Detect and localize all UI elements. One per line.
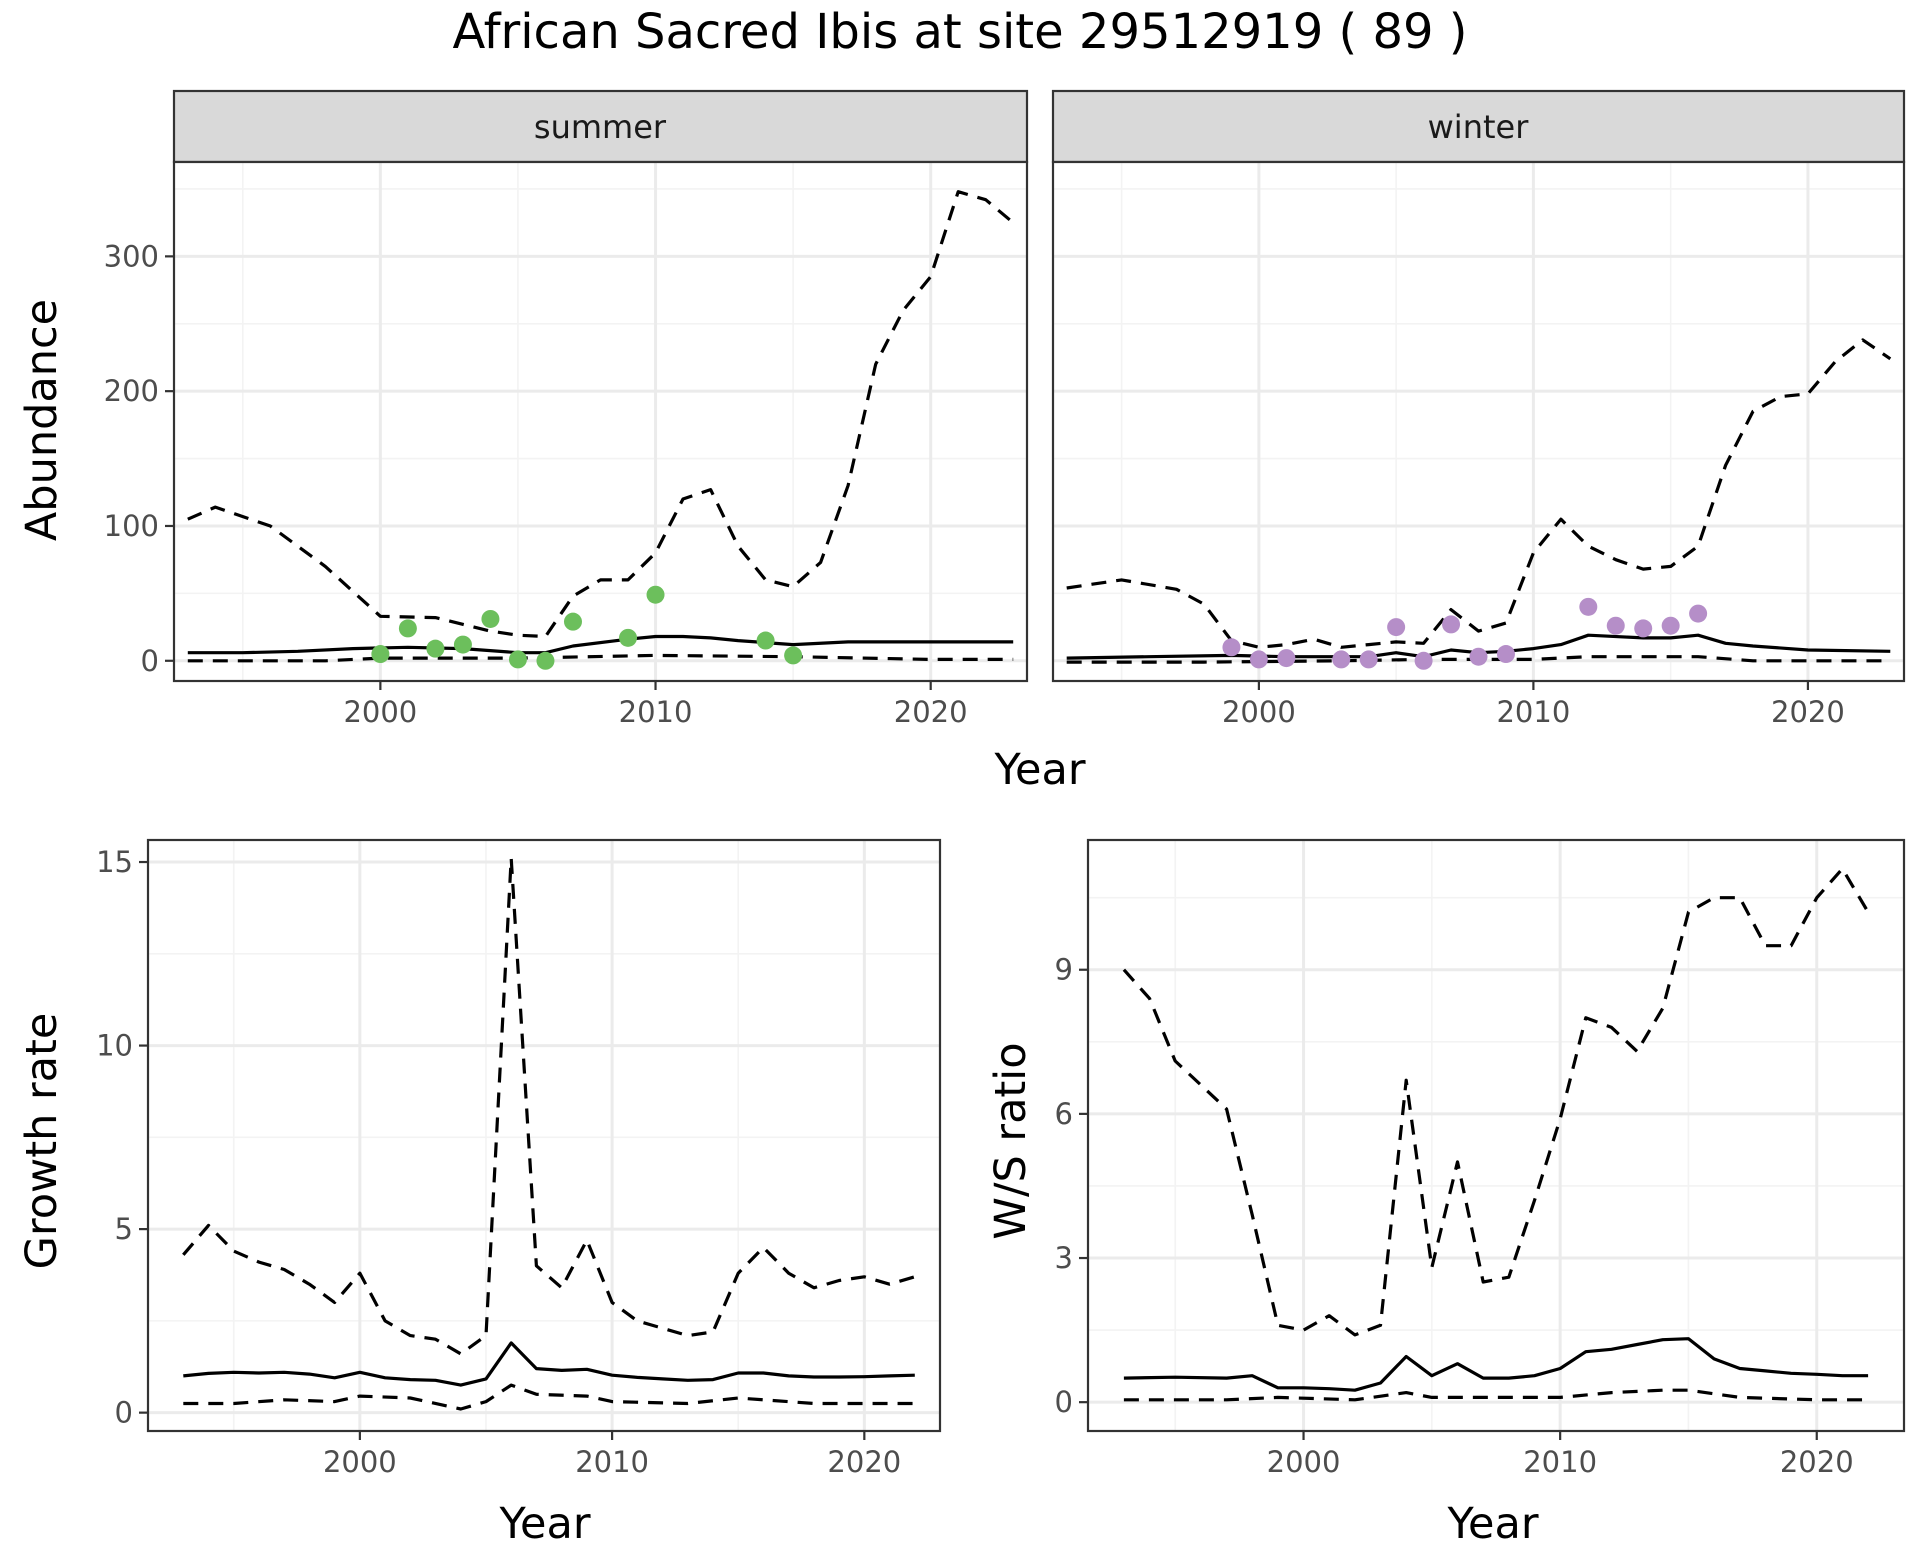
growth-lower-ci-line: [183, 1383, 915, 1411]
summer-data-point: [426, 639, 445, 658]
winter-data-point: [1606, 616, 1625, 635]
ratio-x-tick-label: 2020: [1780, 1445, 1854, 1479]
summer-data-point: [508, 650, 527, 669]
growth-x-tick-label: 2010: [575, 1445, 649, 1479]
winter-panel-background: [1053, 162, 1904, 681]
figure-title: African Sacred Ibis at site 29512919 ( 8…: [452, 4, 1467, 60]
summer-x-tick-label: 2020: [894, 695, 968, 729]
growth-y-tick-label: 10: [96, 1029, 133, 1063]
ratio-series-group: [1122, 867, 1870, 1402]
winter-data-point: [1496, 645, 1515, 664]
growth-series-group: [182, 856, 916, 1411]
winter-data-point: [1579, 597, 1598, 616]
growth-y-tick-label: 5: [115, 1212, 133, 1246]
ratio-y-tick-label: 3: [1055, 1241, 1073, 1275]
winter-data-point: [1359, 650, 1378, 669]
ratio-panel-background: [1088, 840, 1904, 1431]
growth-upper-ci-line: [182, 856, 916, 1356]
winter-data-point: [1469, 647, 1488, 666]
growth-y-axis-title: Growth rate: [17, 1013, 67, 1270]
strip-winter-bg: [1051, 89, 1906, 164]
growth-y-tick-label: 15: [96, 845, 133, 879]
winter-data-point: [1249, 650, 1268, 669]
winter-data-point: [1634, 619, 1653, 638]
summer-data-point: [481, 609, 500, 628]
ratio-y-tick-label: 6: [1055, 1097, 1073, 1131]
ratio-estimate-line: [1123, 1337, 1869, 1392]
ratio-x-tick-label: 2000: [1267, 1445, 1341, 1479]
summer-upper-ci-line: [187, 190, 1015, 639]
winter-data-point: [1387, 618, 1406, 637]
summer-x-tick-label: 2010: [619, 695, 693, 729]
strip-winter-label: winter: [1428, 108, 1530, 146]
winter-x-tick-label: 2010: [1496, 695, 1570, 729]
winter-data-point: [1222, 638, 1241, 657]
summer-data-point: [453, 635, 472, 654]
summer-y-tick-label: 0: [141, 644, 159, 678]
summer-data-point: [756, 631, 775, 650]
top-x-axis-title: Year: [993, 745, 1085, 795]
summer-data-point: [784, 646, 803, 665]
summer-data-point: [536, 651, 555, 670]
summer-data-point: [619, 628, 638, 647]
summer-data-point: [398, 619, 417, 638]
ratio-lower-ci-line: [1123, 1388, 1869, 1402]
summer-x-tick-label: 2000: [343, 695, 417, 729]
winter-data-point: [1442, 615, 1461, 634]
growth-panel-border: [146, 838, 942, 1433]
summer-data-point: [371, 645, 390, 664]
growth-x-tick-label: 2020: [827, 1445, 901, 1479]
growth-x-tick-label: 2000: [323, 1445, 397, 1479]
summer-y-tick-label: 100: [104, 509, 159, 543]
panel-growth-rate: 2000 2010 2020 0 5 10 15: [96, 838, 942, 1479]
panel-winter: 2000 2010 2020: [1051, 160, 1906, 729]
winter-data-point: [1689, 604, 1708, 623]
ratio-y-axis-title: W/S ratio: [986, 1042, 1036, 1239]
winter-data-point: [1414, 651, 1433, 670]
winter-data-point: [1332, 650, 1351, 669]
growth-y-tick-label: 0: [115, 1396, 133, 1430]
top-y-axis-title: Abundance: [17, 299, 67, 541]
summer-y-tick-label: 200: [104, 374, 159, 408]
summer-data-point: [646, 585, 665, 604]
winter-x-tick-label: 2000: [1222, 695, 1296, 729]
ratio-x-tick-label: 2010: [1523, 1445, 1597, 1479]
winter-data-point: [1661, 616, 1680, 635]
summer-data-point: [563, 612, 582, 631]
panel-ws-ratio: 2000 2010 2020 0 3 6 9: [1055, 838, 1906, 1479]
winter-series-group: [1066, 338, 1892, 670]
ratio-panel-border: [1086, 838, 1906, 1433]
ratio-x-axis-title: Year: [1446, 1499, 1538, 1549]
strip-summer-label: summer: [534, 108, 667, 146]
strip-summer-bg: [172, 89, 1029, 164]
winter-upper-ci-line: [1066, 338, 1892, 649]
winter-x-tick-label: 2020: [1771, 695, 1845, 729]
ratio-y-tick-label: 0: [1055, 1385, 1073, 1419]
growth-x-axis-title: Year: [498, 1499, 590, 1549]
summer-series-group: [187, 190, 1015, 670]
ratio-y-tick-label: 9: [1055, 953, 1073, 987]
growth-panel-background: [148, 840, 940, 1431]
summer-panel-background: [174, 162, 1027, 681]
winter-lower-ci-line: [1066, 655, 1891, 664]
summer-panel-border: [172, 160, 1029, 683]
growth-estimate-line: [183, 1341, 915, 1387]
winter-data-point: [1277, 649, 1296, 668]
ratio-upper-ci-line: [1122, 867, 1870, 1337]
summer-y-tick-label: 300: [104, 239, 159, 273]
winter-panel-border: [1051, 160, 1906, 683]
panel-summer: 2000 2010 2020 0 100 200 300: [104, 160, 1029, 729]
